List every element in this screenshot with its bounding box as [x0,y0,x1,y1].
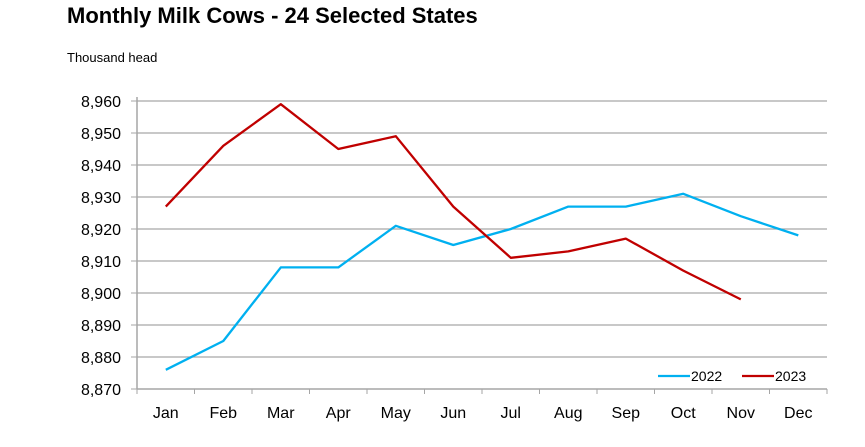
legend-label-2023: 2023 [775,368,806,384]
x-tick-label: Jan [153,405,179,422]
series-lines [164,103,799,371]
y-tick-label: 8,870 [81,382,121,399]
legend-label-2022: 2022 [691,368,722,384]
x-tick-label: Jun [440,405,466,422]
y-tick-label: 8,920 [81,222,121,239]
x-tick-label: Jul [501,405,521,422]
y-tick-label: 8,880 [81,350,121,367]
y-tick-label: 8,950 [81,126,121,143]
y-tick-label: 8,930 [81,190,121,207]
series-line-2023 [164,103,742,301]
y-tick-label: 8,910 [81,254,121,271]
x-tick-label: Feb [209,405,237,422]
x-tick-label: Apr [326,405,352,422]
x-tick-label: Sep [612,405,641,422]
gridlines [137,100,827,358]
x-tick-label: Aug [554,405,582,422]
axes [131,97,828,394]
x-tick-label: May [381,405,411,422]
x-tick-label: Oct [671,405,696,422]
y-axis-unit-label: Thousand head [67,50,158,65]
x-tick-label: Dec [784,405,812,422]
series-line-2022 [165,192,799,371]
legend: 2022 2023 [658,368,806,384]
y-tick-label: 8,900 [81,286,121,303]
x-tick-label: Mar [267,405,295,422]
x-axis-ticks: Jan Feb Mar Apr May Jun Jul Aug Sep Oct Nov Dec [153,405,813,422]
y-tick-label: 8,940 [81,158,121,175]
y-tick-label: 8,960 [81,94,121,111]
y-axis-ticks: 8,870 8,880 8,890 8,900 8,910 8,920 8,930 8,940… [81,94,121,399]
x-tick-label: Nov [727,405,755,422]
y-tick-label: 8,890 [81,318,121,335]
chart-title: Monthly Milk Cows - 24 Selected States [67,3,478,28]
